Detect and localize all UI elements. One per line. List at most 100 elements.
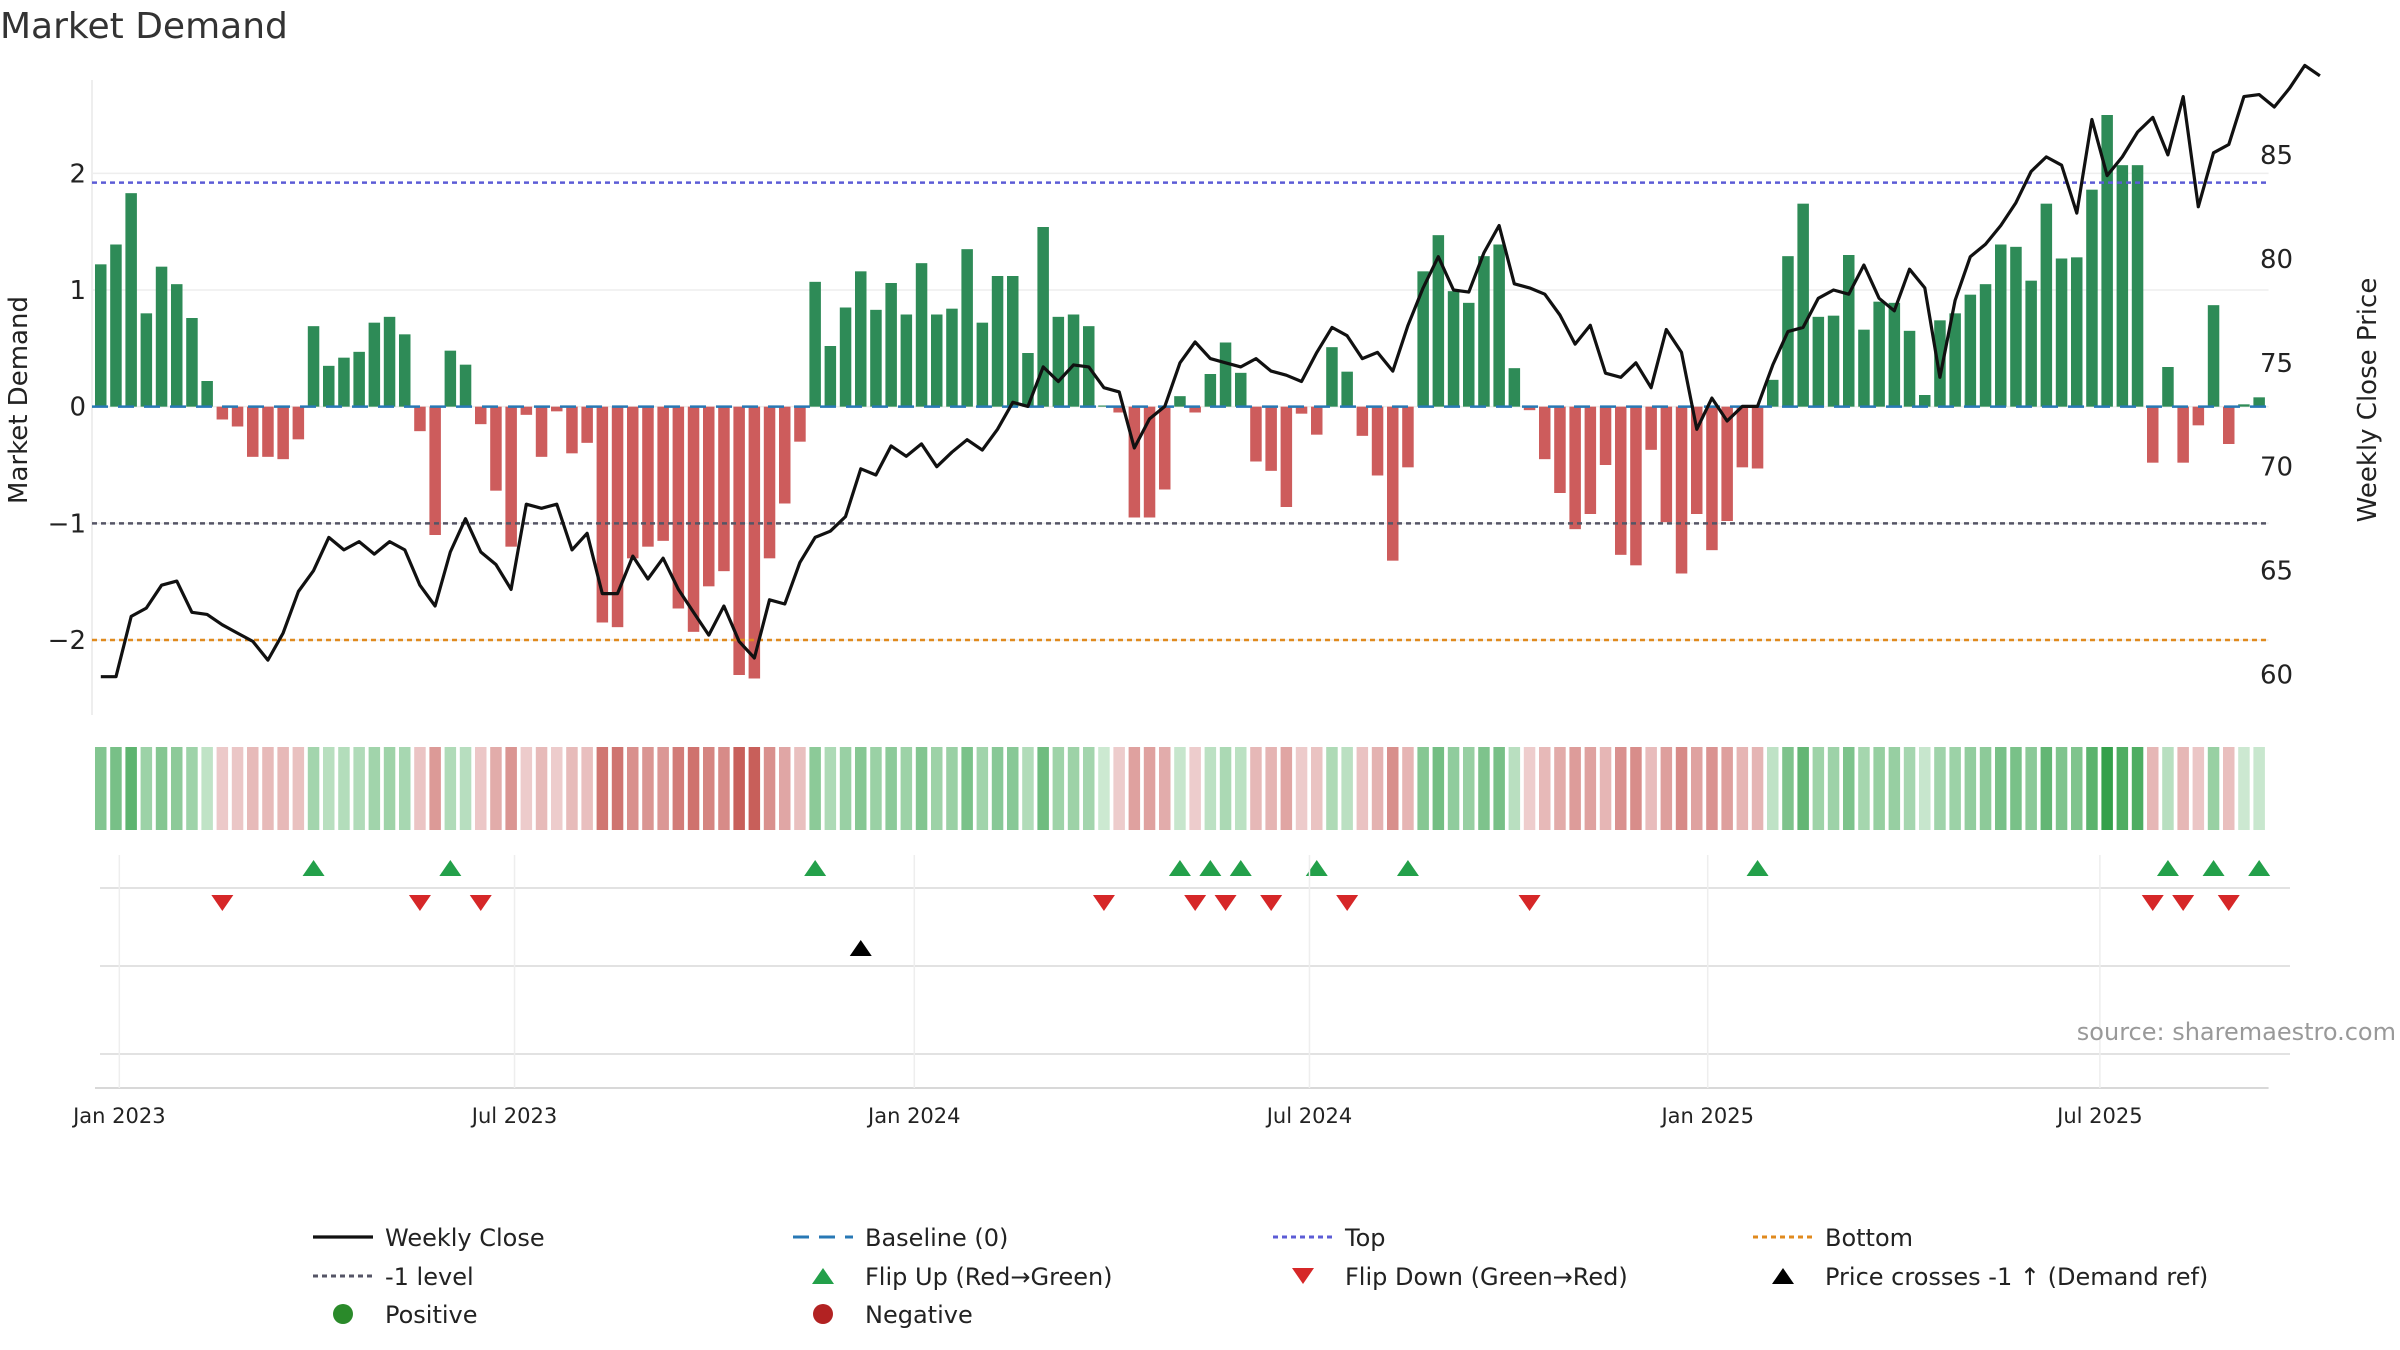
negative-bar xyxy=(581,406,593,443)
flip-up-marker xyxy=(2156,860,2179,876)
positive-bar xyxy=(1432,235,1445,407)
positive-bar xyxy=(1919,395,1931,407)
legend-label: Negative xyxy=(865,1301,973,1329)
positive-bar xyxy=(110,244,122,407)
positive-bar xyxy=(323,365,335,407)
positive-bar xyxy=(2071,257,2083,407)
negative-bar xyxy=(596,406,609,623)
negative-bar xyxy=(1706,406,1718,551)
flip-down-marker xyxy=(1184,895,1207,911)
negative-bar xyxy=(1113,406,1125,413)
heat-cell xyxy=(110,747,122,830)
heat-cell xyxy=(976,747,989,830)
heat-cell xyxy=(1128,747,1141,830)
heat-cell xyxy=(1235,747,1247,830)
heat-cell xyxy=(520,747,533,830)
heat-cell xyxy=(2116,747,2129,830)
positive-bar xyxy=(839,307,852,407)
negative-bar xyxy=(611,406,624,628)
heat-cell xyxy=(490,747,502,830)
positive-bar xyxy=(824,346,837,407)
heat-cell xyxy=(1751,747,1764,830)
heat-cell xyxy=(2177,747,2189,830)
positive-bar xyxy=(1508,368,1521,407)
negative-bar xyxy=(1660,406,1673,523)
heat-cell xyxy=(596,747,609,830)
heat-cell xyxy=(1767,747,1779,830)
positive-bar xyxy=(1827,315,1840,407)
negative-bar xyxy=(475,406,487,425)
heat-cell xyxy=(414,747,426,830)
positive-bar xyxy=(1037,227,1049,407)
y-tick-label: 0 xyxy=(69,393,86,423)
positive-bar xyxy=(399,334,411,407)
heat-cell xyxy=(1934,747,1946,830)
negative-bar xyxy=(429,406,441,535)
positive-bar xyxy=(870,309,882,407)
flip-up-marker xyxy=(1746,860,1769,876)
demand-bars xyxy=(95,115,2265,679)
heat-cell xyxy=(368,747,381,830)
positive-bar xyxy=(307,326,320,407)
heat-cell xyxy=(2055,747,2068,830)
heat-cell xyxy=(1311,747,1323,830)
heat-cell xyxy=(1174,747,1186,830)
positive-bar xyxy=(961,249,973,407)
heat-cell xyxy=(1675,747,1688,830)
y-tick-label: −2 xyxy=(48,626,86,656)
y2-tick-label: 75 xyxy=(2260,349,2293,379)
demand-heat-strip xyxy=(95,747,2265,830)
negative-bar xyxy=(535,406,548,457)
positive-bar xyxy=(900,314,913,407)
negative-bar xyxy=(1645,406,1657,450)
heat-cell xyxy=(1645,747,1657,830)
y-tick-label: −1 xyxy=(48,509,86,539)
flip-down-marker xyxy=(211,895,234,911)
negative-bar xyxy=(1189,406,1201,413)
heat-cell xyxy=(1599,747,1612,830)
heat-cell xyxy=(2101,747,2113,830)
negative-bar xyxy=(551,406,563,412)
heat-cell xyxy=(611,747,624,830)
heat-cell xyxy=(885,747,897,830)
positive-bar xyxy=(1067,314,1080,407)
positive-bar xyxy=(95,264,107,407)
heat-cell xyxy=(1189,747,1201,830)
heat-cell xyxy=(186,747,198,830)
heat-cell xyxy=(323,747,335,830)
positive-bar xyxy=(1022,353,1034,407)
positive-bar xyxy=(1341,371,1353,407)
heat-cell xyxy=(1341,747,1353,830)
axis-ticks: 2 1 0 −1 −2 85 80 75 70 65 60 xyxy=(48,141,2293,691)
positive-bar xyxy=(125,193,137,407)
heat-cell xyxy=(748,747,761,830)
flip-down-marker xyxy=(1336,895,1359,911)
heat-cell xyxy=(1219,747,1232,830)
negative-bar xyxy=(414,406,426,432)
positive-bar xyxy=(1843,255,1855,407)
heat-cell xyxy=(961,747,973,830)
y-tick-label: 1 xyxy=(69,276,86,306)
negative-bar xyxy=(1630,406,1642,566)
negative-bar xyxy=(231,406,244,427)
negative-bar xyxy=(1599,406,1612,465)
y2-tick-label: 80 xyxy=(2260,245,2293,275)
positive-bar xyxy=(201,381,213,407)
heat-cell xyxy=(1949,747,1961,830)
heat-cell xyxy=(1098,747,1110,830)
positive-bar xyxy=(1007,276,1019,407)
heat-cell xyxy=(1873,747,1885,830)
heat-cell xyxy=(794,747,806,830)
negative-bar xyxy=(657,406,669,541)
positive-bar xyxy=(931,314,943,407)
heat-cell xyxy=(779,747,791,830)
heat-cell xyxy=(338,747,350,830)
legend-label: -1 level xyxy=(385,1263,474,1291)
positive-bar xyxy=(1463,302,1475,407)
price-cross-marker xyxy=(849,940,872,956)
heat-cell xyxy=(1964,747,1977,830)
negative-bar xyxy=(520,406,533,415)
flip-up-marker xyxy=(1305,860,1328,876)
positive-bar xyxy=(885,283,897,407)
negative-bar xyxy=(292,406,305,440)
